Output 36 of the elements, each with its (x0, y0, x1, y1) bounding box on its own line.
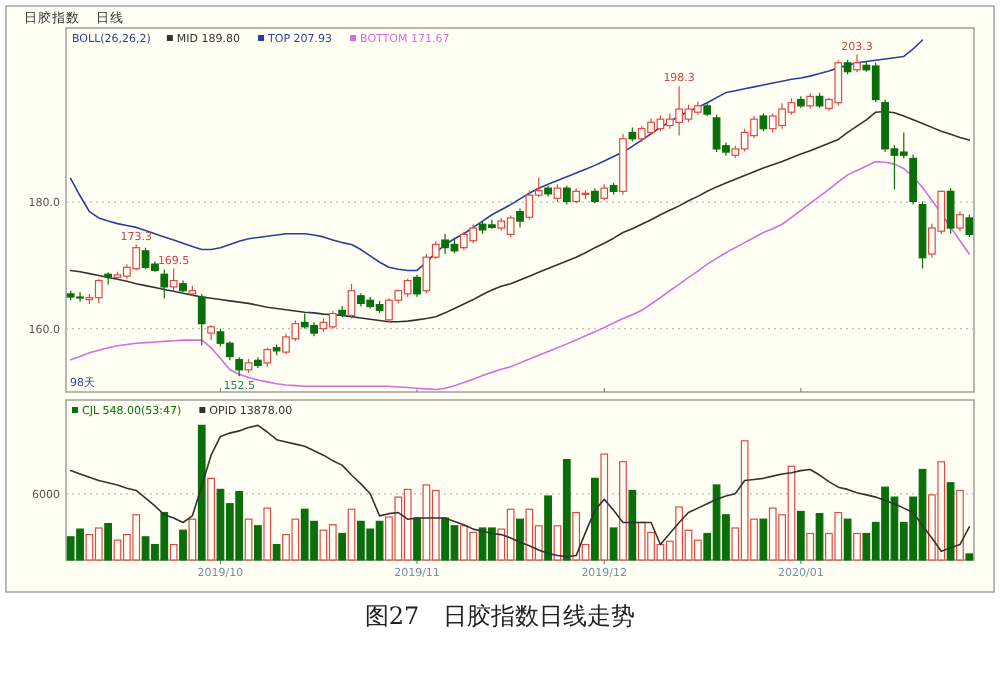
bar (413, 517, 421, 561)
bar (815, 513, 824, 561)
bar (104, 522, 112, 561)
bar (197, 424, 206, 561)
bar (946, 482, 955, 561)
candlestick (909, 154, 918, 206)
line-series (69, 160, 971, 391)
candlestick (263, 347, 272, 368)
line-series (69, 110, 971, 323)
bar (609, 527, 618, 561)
bar (254, 525, 262, 561)
candlestick (197, 293, 206, 346)
bar (591, 477, 599, 561)
bar (338, 532, 347, 561)
bar (562, 458, 571, 561)
candlestick (946, 187, 955, 235)
caption: 图27 日胶指数日线走势 (364, 602, 636, 630)
candlestick (169, 267, 178, 292)
candlestick (235, 356, 244, 377)
candlestick (347, 283, 356, 320)
bar (179, 529, 187, 561)
candlestick (965, 214, 974, 238)
candlestick (516, 207, 524, 229)
candlestick (413, 274, 421, 298)
bar (628, 489, 637, 561)
candlestick (160, 269, 169, 299)
bar (796, 510, 805, 561)
bar (544, 495, 552, 561)
bar (759, 518, 768, 561)
bar (965, 553, 974, 561)
bar (516, 518, 524, 561)
bar (272, 543, 281, 561)
bar (843, 518, 852, 561)
candlestick (899, 131, 908, 160)
candlestick (956, 210, 964, 232)
candlestick (562, 185, 571, 206)
